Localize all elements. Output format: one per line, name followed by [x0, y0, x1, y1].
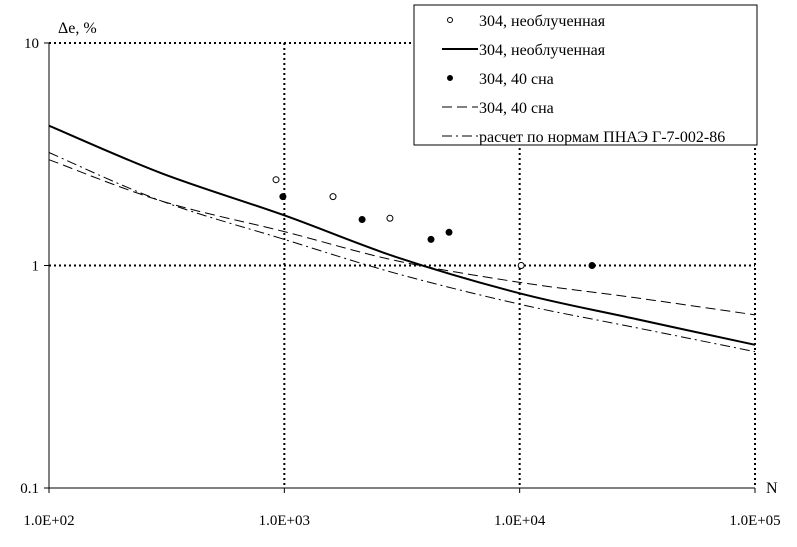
series-points-filled	[279, 193, 596, 269]
data-point	[272, 176, 280, 184]
axes: 1.0E+02 1.0E+03 1.0E+04 1.0E+05 0.1 1 10	[20, 36, 780, 529]
x-tick-label: 1.0E+05	[729, 513, 780, 529]
x-tick-label: 1.0E+03	[259, 513, 310, 529]
data-point	[279, 193, 287, 201]
x-axis-label: N	[766, 480, 778, 497]
legend-marker	[447, 17, 453, 23]
legend-box	[413, 4, 758, 146]
data-point	[445, 228, 453, 236]
data-point	[358, 215, 366, 223]
data-point	[386, 214, 394, 222]
legend-label: 304, 40 сна	[479, 100, 554, 117]
y-axis-label: Δe, %	[58, 20, 97, 37]
data-point	[427, 235, 435, 243]
legend-label: 304, необлученная	[479, 42, 606, 59]
legend-marker	[447, 75, 453, 81]
data-point	[588, 262, 596, 269]
y-tick-label: 0.1	[20, 481, 39, 497]
series-line-dashed	[48, 159, 756, 316]
series-line	[48, 124, 756, 346]
series-line	[48, 152, 756, 353]
data-point	[517, 262, 525, 269]
legend: 304, необлученная 304, необлученная 304, 4…	[413, 4, 758, 146]
legend-label: расчет по нормам ПНАЭ Г-7-002-86	[479, 129, 725, 146]
series-points-open	[272, 176, 525, 269]
series-line-solid	[48, 124, 756, 346]
data-point	[329, 193, 337, 201]
y-tick-label: 10	[24, 36, 39, 52]
x-tick-label: 1.0E+04	[494, 513, 546, 529]
x-tick-label: 1.0E+02	[23, 513, 74, 529]
legend-label: 304, необлученная	[479, 13, 606, 30]
grid	[49, 42, 756, 488]
y-tick-label: 1	[32, 259, 40, 275]
legend-label: 304, 40 сна	[479, 71, 554, 88]
series-line-dashdot	[48, 152, 756, 353]
series	[48, 124, 756, 353]
series-line	[48, 159, 756, 316]
